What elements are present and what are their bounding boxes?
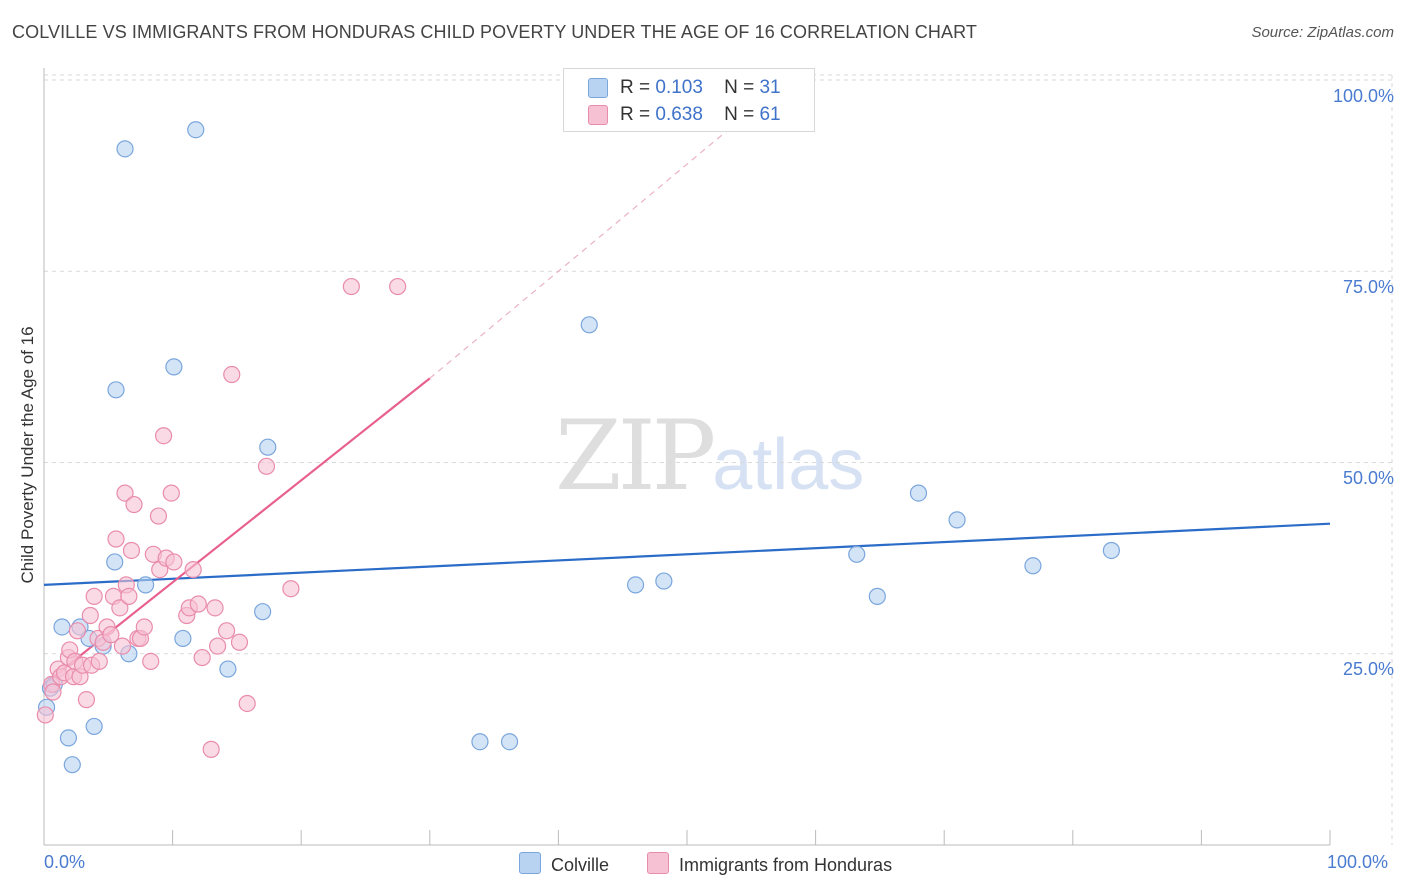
legend-swatch-colville: [588, 78, 608, 98]
y-tick-label-100: 100.0%: [1332, 86, 1394, 106]
correlation-legend: R = 0.103 N = 31 R = 0.638 N = 61: [563, 68, 815, 132]
point-colville: [1102, 541, 1120, 560]
point-honduras: [116, 484, 134, 502]
point-honduras: [142, 652, 160, 671]
bottom-legend-swatch-colville: [519, 852, 541, 874]
chart-title: COLVILLE VS IMMIGRANTS FROM HONDURAS CHI…: [12, 22, 977, 42]
point-honduras: [193, 648, 211, 667]
point-honduras: [389, 277, 407, 296]
y-tick-label-25: 25.0%: [1342, 659, 1394, 679]
point-colville: [259, 438, 277, 456]
point-honduras: [135, 618, 153, 636]
trend-line-colville: [43, 522, 1331, 586]
axes: [43, 68, 1331, 846]
point-colville: [106, 553, 124, 571]
bottom-legend-label-honduras: Immigrants from Honduras: [679, 855, 893, 875]
point-colville: [187, 121, 205, 139]
point-honduras: [90, 652, 108, 671]
point-colville: [254, 603, 272, 621]
x-tick-label-min: 0.0%: [44, 852, 86, 872]
point-honduras: [209, 637, 227, 655]
point-honduras: [113, 637, 132, 655]
point-colville: [116, 140, 134, 158]
point-colville: [868, 587, 886, 605]
point-colville: [136, 576, 155, 594]
point-honduras: [36, 706, 54, 724]
legend-r-label: R =: [620, 77, 651, 98]
y-tick-label-75: 75.0%: [1342, 277, 1394, 297]
point-honduras: [120, 587, 138, 605]
point-honduras: [122, 541, 141, 560]
legend-n-label: N =: [724, 77, 755, 98]
point-colville: [580, 316, 598, 334]
point-colville: [500, 733, 519, 751]
point-honduras: [184, 560, 202, 579]
grid-lines: [44, 74, 1393, 845]
point-honduras: [230, 633, 249, 651]
legend-n-label: N =: [724, 104, 755, 125]
legend-n-value-colville: 31: [759, 77, 781, 98]
point-honduras: [342, 277, 360, 296]
legend-n-value-honduras: 61: [759, 104, 781, 125]
point-honduras: [202, 740, 220, 758]
bottom-legend-swatch-honduras: [647, 852, 669, 874]
point-honduras: [149, 507, 168, 525]
point-honduras: [68, 622, 87, 640]
point-colville: [626, 576, 645, 594]
point-honduras: [111, 599, 129, 617]
point-colville: [848, 545, 866, 563]
legend-r-label: R =: [620, 104, 651, 125]
point-honduras: [162, 484, 180, 502]
point-honduras: [102, 626, 120, 644]
legend-r-value-colville: 0.103: [655, 77, 703, 98]
point-colville: [107, 381, 125, 399]
watermark-zip: ZIP: [555, 400, 716, 512]
point-colville: [1024, 557, 1042, 575]
point-honduras: [165, 553, 183, 571]
point-honduras: [238, 694, 256, 713]
point-honduras: [154, 427, 173, 445]
point-honduras: [218, 622, 236, 640]
point-honduras: [189, 595, 207, 613]
bottom-legend-label-colville: Colville: [551, 855, 610, 875]
point-colville: [63, 756, 81, 774]
point-honduras: [107, 530, 125, 548]
data-points: [36, 121, 1120, 774]
bottom-legend-colville[interactable]: Colville: [519, 852, 609, 876]
point-colville: [655, 572, 673, 590]
point-colville: [909, 484, 928, 502]
y-axis-title: Child Poverty Under the Age of 16: [18, 326, 37, 584]
trend-extension-honduras: [429, 110, 752, 379]
point-colville: [174, 629, 192, 648]
point-colville: [948, 511, 966, 529]
point-honduras: [282, 580, 300, 598]
point-colville: [165, 358, 183, 376]
point-honduras: [125, 495, 143, 514]
point-colville: [59, 729, 78, 747]
point-honduras: [44, 683, 62, 701]
bottom-legend-honduras[interactable]: Immigrants from Honduras: [647, 852, 892, 876]
legend-r-value-honduras: 0.638: [655, 104, 703, 125]
point-honduras: [257, 457, 276, 475]
point-colville: [471, 733, 489, 751]
point-honduras: [81, 606, 99, 625]
point-colville: [53, 618, 71, 636]
point-honduras: [206, 599, 224, 617]
point-honduras: [77, 691, 96, 709]
legend-swatch-honduras: [588, 105, 608, 125]
watermark: ZIPatlas: [555, 400, 864, 512]
source-label: Source: ZipAtlas.com: [1251, 24, 1394, 41]
point-honduras: [85, 587, 103, 605]
x-tick-label-max: 100.0%: [1327, 852, 1389, 872]
trend-lines: [43, 110, 1331, 686]
point-colville: [219, 660, 237, 678]
y-tick-label-50: 50.0%: [1342, 468, 1394, 488]
point-colville: [85, 717, 103, 736]
point-honduras: [223, 365, 241, 384]
watermark-atlas: atlas: [712, 425, 865, 505]
